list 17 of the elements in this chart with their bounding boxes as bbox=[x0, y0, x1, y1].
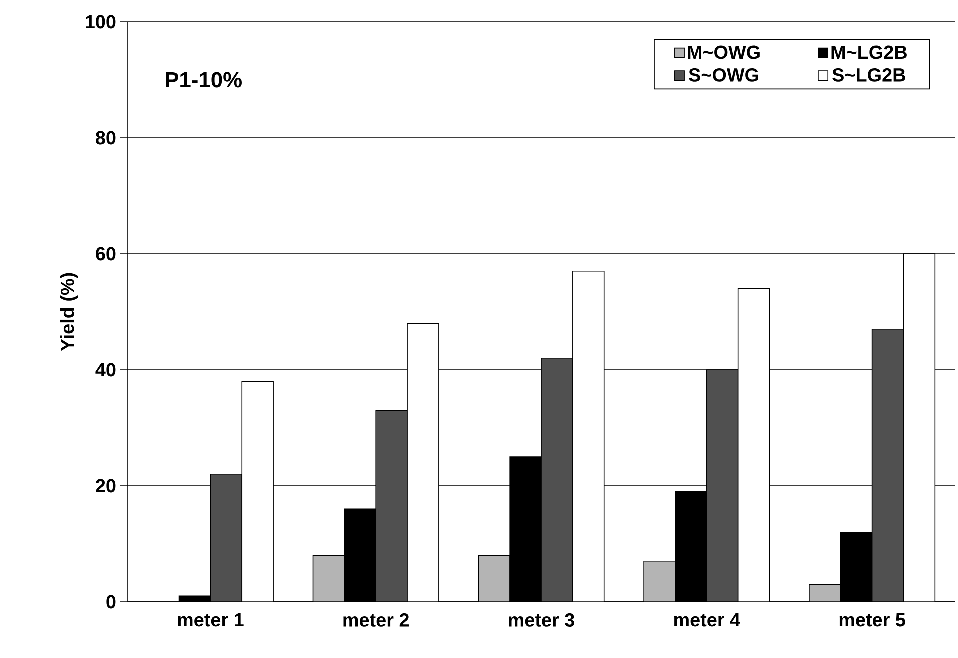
legend-label: S~LG2B bbox=[832, 68, 906, 82]
x-tick-label: meter 1 bbox=[178, 614, 244, 627]
y-tick-label: 100 bbox=[86, 15, 116, 29]
x-tick-label: meter 4 bbox=[674, 614, 740, 627]
x-tick-label: meter 2 bbox=[344, 614, 409, 627]
y-tick-label: 40 bbox=[96, 363, 116, 377]
legend-label: M~LG2B bbox=[832, 46, 907, 60]
text: P1-10% bbox=[166, 72, 242, 88]
y-tick-label: 80 bbox=[96, 131, 116, 145]
y-axis-title: Yield (%) bbox=[60, 273, 78, 352]
x-tick-label: meter 3 bbox=[509, 614, 574, 627]
x-tick-label: meter 5 bbox=[840, 614, 906, 627]
y-tick-label: 60 bbox=[96, 247, 116, 261]
legend-label: S~OWG bbox=[689, 68, 758, 82]
y-tick-label: 20 bbox=[96, 479, 116, 493]
y-tick-label: 0 bbox=[106, 595, 116, 609]
legend-label: M~OWG bbox=[688, 46, 760, 60]
